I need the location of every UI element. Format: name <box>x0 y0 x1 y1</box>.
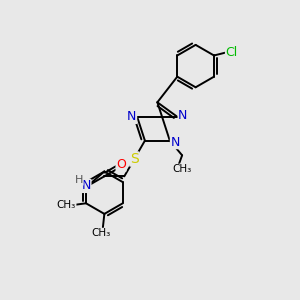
Text: H: H <box>75 175 83 185</box>
Text: O: O <box>116 158 126 171</box>
Text: CH₃: CH₃ <box>92 228 111 238</box>
Text: N: N <box>82 179 91 192</box>
Text: S: S <box>130 152 139 166</box>
Text: N: N <box>127 110 136 123</box>
Text: CH₃: CH₃ <box>57 200 76 210</box>
Text: N: N <box>170 136 180 148</box>
Text: Cl: Cl <box>226 46 238 59</box>
Text: N: N <box>178 109 188 122</box>
Text: CH₃: CH₃ <box>172 164 191 174</box>
